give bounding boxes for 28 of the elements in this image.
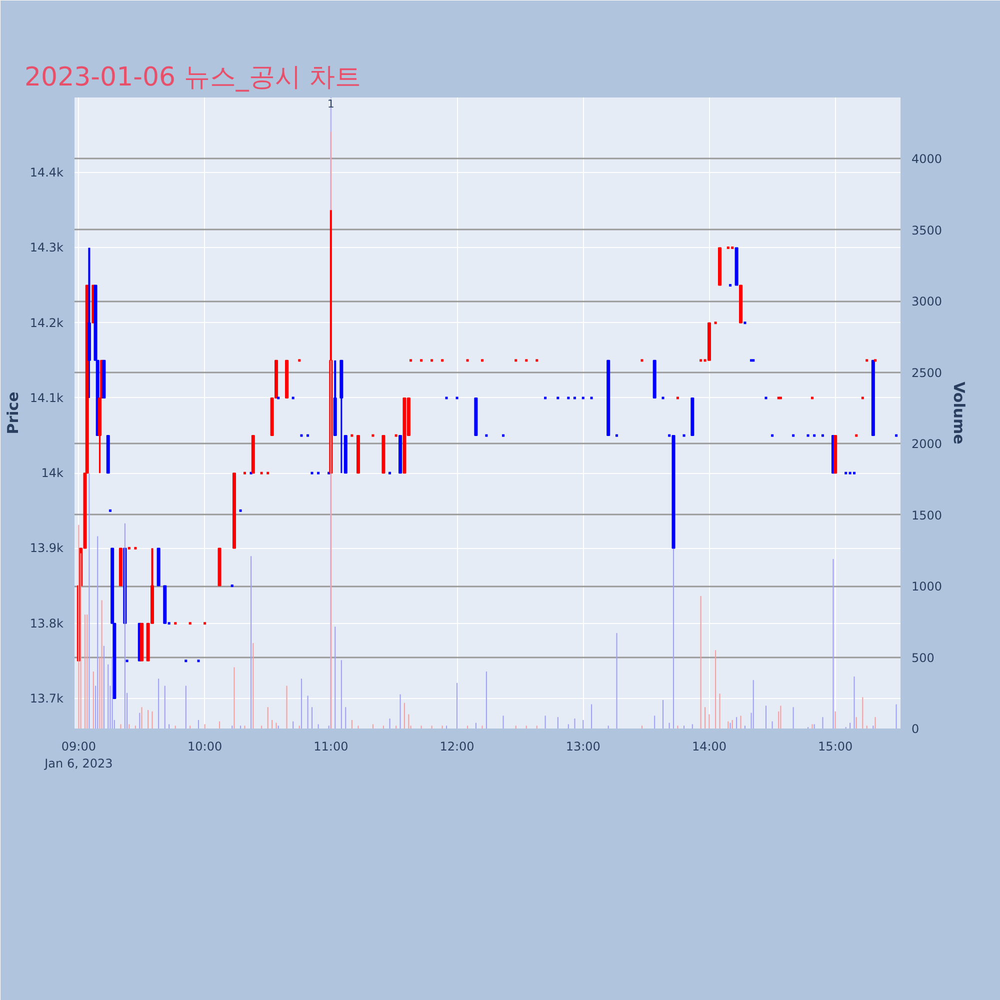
y2-tick-label: 500 [912,650,934,665]
y2-axis-title: Volume [950,382,968,444]
y2-tick-label: 1000 [912,580,942,594]
y-tick-label: 13.8k [30,616,64,630]
x-tick-label: 11:00 [314,740,348,754]
y2-tick-label: 0 [912,722,920,736]
y-tick-label: 13.7k [30,691,64,706]
x-tick-label: 14:00 [692,740,727,754]
ref-line-label: 1 [327,98,334,110]
chart-title: 2023-01-06 뉴스_공시 차트 [24,62,362,92]
y2-tick-label: 2000 [912,437,942,452]
y2-tick-label: 1500 [912,508,942,522]
x-tick-label: 13:00 [566,740,600,754]
x-tick-label: 09:00 Jan 6, 2023 [44,740,113,770]
x-tick-label: 10:00 [188,740,222,754]
y-tick-label: 14.3k [30,240,64,255]
y-tick-label: 14k [41,466,64,480]
y2-tick-label: 4000 [912,152,942,166]
y-tick-label: 14.4k [30,166,64,180]
y-axis-title: Price [4,392,22,434]
y-tick-label: 14.2k [30,316,64,330]
x-tick-label: 15:00 [818,740,853,754]
y-tick-label: 14.1k [30,390,64,405]
y-tick-label: 13.9k [30,541,64,556]
y2-tick-label: 3500 [912,223,942,238]
x-tick-label: 12:00 [440,740,474,754]
y2-tick-label: 2500 [912,366,942,380]
y2-tick-label: 3000 [912,294,942,309]
